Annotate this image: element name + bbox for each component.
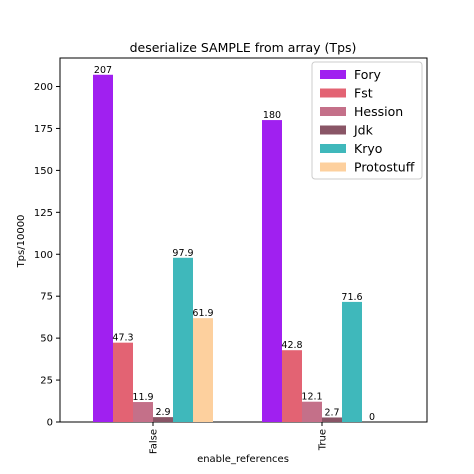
bar-data-label: 12.1 xyxy=(301,392,322,403)
bar-data-label: 180 xyxy=(263,110,281,121)
legend-label-kryo: Kryo xyxy=(354,141,382,156)
bar-data-label: 11.9 xyxy=(132,392,153,403)
x-tick-label: True xyxy=(318,429,329,451)
bar-data-label: 47.3 xyxy=(112,333,133,344)
bar-hession-true xyxy=(302,401,322,422)
bar-data-label: 207 xyxy=(94,65,112,76)
bar-kryo-false xyxy=(173,257,193,422)
bar-protostuff-false xyxy=(193,318,213,422)
y-tick-label: 175 xyxy=(34,124,53,135)
legend-swatch-hession xyxy=(320,107,346,116)
bar-fst-false xyxy=(113,342,133,422)
y-axis-label: Tps/10000 xyxy=(16,215,27,269)
bar-jdk-true xyxy=(322,417,342,422)
y-tick-label: 125 xyxy=(34,208,53,219)
bar-fory-false xyxy=(93,74,113,422)
bar-jdk-false xyxy=(153,417,173,422)
bar-data-label: 2.7 xyxy=(324,407,339,418)
bar-data-label: 61.9 xyxy=(192,308,213,319)
bar-kryo-true xyxy=(342,301,362,422)
y-tick-label: 75 xyxy=(40,292,53,303)
y-tick-label: 200 xyxy=(34,82,53,93)
bar-fory-true xyxy=(262,120,282,422)
legend-label-fory: Fory xyxy=(354,67,382,82)
legend-swatch-jdk xyxy=(320,125,346,135)
y-tick-label: 100 xyxy=(34,250,53,261)
legend-label-protostuff: Protostuff xyxy=(354,160,415,175)
legend-swatch-fst xyxy=(320,88,346,98)
legend-swatch-kryo xyxy=(320,144,346,153)
y-tick-label: 25 xyxy=(40,376,53,387)
legend-swatch-fory xyxy=(320,70,346,79)
bar-data-label: 0 xyxy=(369,412,375,423)
legend-label-jdk: Jdk xyxy=(353,123,374,138)
bar-data-label: 71.6 xyxy=(341,292,362,303)
y-tick-label: 50 xyxy=(40,334,53,345)
x-axis-label: enable_references xyxy=(197,454,289,465)
chart-title: deserialize SAMPLE from array (Tps) xyxy=(130,40,357,55)
bar-data-label: 2.9 xyxy=(155,407,170,418)
legend-swatch-protostuff xyxy=(320,162,346,172)
y-tick-label: 0 xyxy=(47,418,53,429)
bar-fst-true xyxy=(282,350,302,422)
plot-area: 0 25 50 75 100 125 150 175 200 207 180 47.3 42.8 11.9… xyxy=(34,57,428,454)
y-tick-label: 150 xyxy=(34,166,53,177)
bar-data-label: 97.9 xyxy=(172,248,193,259)
legend-label-hession: Hession xyxy=(354,104,403,119)
bar-data-label: 42.8 xyxy=(281,340,302,351)
bar-hession-false xyxy=(133,402,153,422)
legend-label-fst: Fst xyxy=(354,86,373,101)
plot-frame xyxy=(59,57,428,423)
legend: Fory Fst Hession Jdk Kryo Protostuff xyxy=(311,61,423,180)
x-tick-label: False xyxy=(149,429,160,454)
